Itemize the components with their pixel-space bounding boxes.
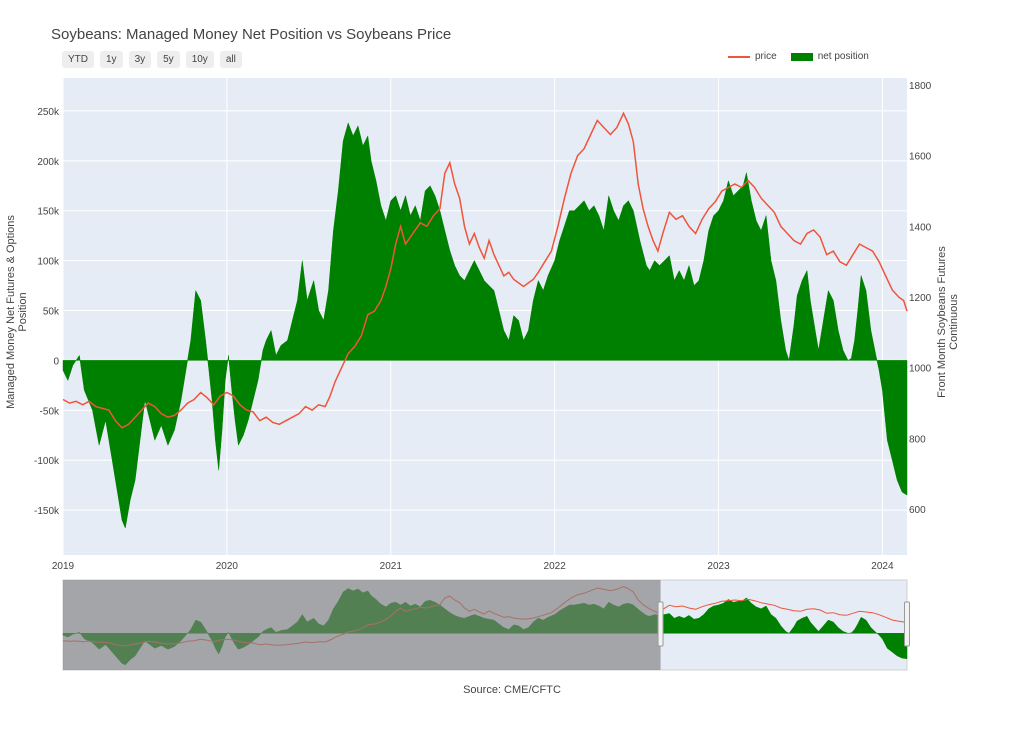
x-tick-label: 2024	[871, 561, 894, 572]
range-button-3y[interactable]: 3y	[128, 51, 152, 68]
y-right-tick-label: 1800	[909, 81, 932, 92]
range-selector: YTD 1y 3y 5y 10y all	[62, 51, 242, 68]
chart-title: Soybeans: Managed Money Net Position vs …	[51, 26, 452, 43]
price-line	[62, 111, 908, 429]
y-left-tick-label: 0	[53, 356, 59, 367]
x-tick-label: 2020	[216, 561, 239, 572]
range-slider-handle-left	[657, 601, 664, 647]
source-note: Source: CME/CFTC	[463, 684, 561, 696]
range-slider-mask	[63, 580, 661, 670]
y-left-tick-label: 50k	[43, 307, 60, 318]
x-tick-label: 2022	[544, 561, 567, 572]
net-position-area	[62, 122, 908, 529]
legend: price net position	[728, 51, 869, 62]
x-tick-label: 2021	[380, 561, 403, 572]
legend-label-price: price	[755, 51, 777, 62]
y-right-tick-label: 1400	[909, 222, 932, 233]
y-left-tick-label: 200k	[37, 157, 60, 168]
x-tick-label: 2019	[52, 561, 75, 572]
y-left-tick-label: 150k	[37, 207, 60, 218]
range-button-10y[interactable]: 10y	[185, 51, 214, 68]
range-button-ytd[interactable]: YTD	[62, 51, 94, 68]
legend-swatch-price	[728, 55, 750, 58]
y-right-tick-label: 800	[909, 434, 926, 445]
y-right-tick-label: 1200	[909, 293, 932, 304]
range-button-all[interactable]: all	[219, 51, 242, 68]
y-left-tick-label: -100k	[34, 456, 60, 467]
range-button-1y[interactable]: 1y	[100, 51, 123, 68]
y-left-tick-label: -50k	[40, 406, 60, 417]
y-left-tick-label: 250k	[37, 107, 60, 118]
y-left-tick-label: -150k	[34, 506, 60, 517]
y-right-tick-label: 1600	[909, 152, 932, 163]
y-right-tick-label: 600	[909, 505, 926, 516]
y-left-tick-label: 100k	[37, 257, 60, 268]
legend-swatch-net-position	[790, 52, 813, 61]
y-right-tick-label: 1000	[909, 364, 932, 375]
legend-item-net-position[interactable]: net position	[790, 51, 869, 62]
range-button-5y[interactable]: 5y	[157, 51, 180, 68]
legend-item-price[interactable]: price	[728, 51, 777, 62]
legend-label-net-position: net position	[817, 51, 869, 62]
range-slider-handle-right	[904, 601, 910, 647]
x-tick-label: 2023	[707, 561, 730, 572]
